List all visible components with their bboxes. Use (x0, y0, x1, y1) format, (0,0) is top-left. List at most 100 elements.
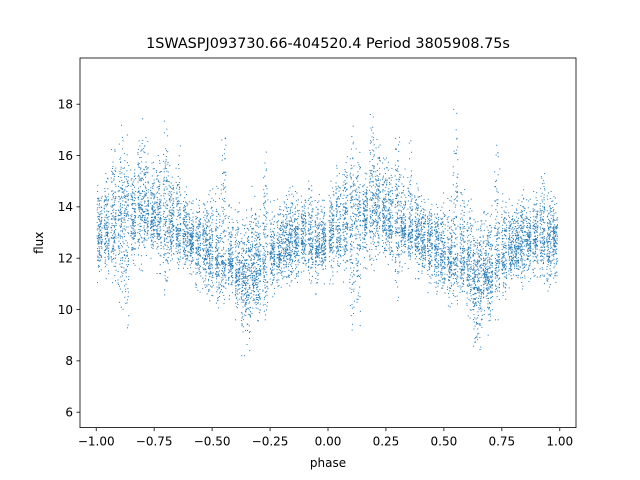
data-point (278, 266, 280, 268)
data-point (125, 303, 127, 304)
data-point (235, 272, 237, 274)
data-point (331, 223, 333, 225)
data-point (249, 315, 251, 317)
data-point (241, 317, 243, 319)
data-point (225, 287, 227, 289)
data-point (220, 273, 222, 275)
data-point (254, 281, 256, 283)
data-point (195, 262, 197, 264)
data-point (278, 250, 280, 252)
data-point (157, 216, 159, 218)
data-point (158, 233, 160, 235)
data-point (204, 267, 206, 269)
data-point (241, 283, 243, 285)
data-point (219, 296, 221, 298)
data-point (331, 213, 333, 215)
data-point (251, 214, 253, 216)
data-point (96, 282, 98, 284)
data-point (332, 267, 334, 269)
data-point (273, 248, 275, 250)
data-point (140, 192, 142, 194)
data-point (176, 243, 178, 245)
data-point (121, 213, 123, 215)
data-point (127, 226, 129, 228)
data-point (211, 246, 213, 248)
data-point (310, 245, 312, 247)
data-point (208, 250, 210, 252)
data-point (166, 248, 168, 250)
data-point (171, 187, 173, 189)
data-point (185, 215, 187, 217)
data-point (236, 278, 238, 280)
data-point (244, 304, 246, 306)
data-point (251, 258, 253, 260)
data-point (257, 269, 259, 271)
data-point (267, 212, 269, 214)
data-point (188, 232, 190, 234)
data-point (216, 274, 218, 276)
data-point (322, 250, 324, 252)
data-point (188, 239, 190, 241)
data-point (293, 228, 295, 230)
data-point (270, 251, 272, 253)
data-point (134, 186, 136, 188)
data-point (324, 224, 326, 226)
data-point (259, 243, 261, 245)
data-point (265, 258, 267, 260)
data-point (153, 225, 155, 227)
data-point (114, 170, 116, 172)
data-point (336, 208, 338, 210)
data-point (225, 263, 227, 265)
data-point (337, 225, 339, 227)
data-point (292, 185, 294, 187)
data-point (276, 257, 278, 259)
data-point (225, 214, 227, 216)
data-point (301, 220, 303, 222)
data-point (119, 215, 121, 217)
data-point (154, 209, 156, 211)
data-point (264, 287, 266, 289)
data-point (264, 269, 266, 271)
data-point (164, 233, 166, 235)
data-point (246, 323, 248, 325)
data-point (239, 267, 241, 269)
data-point (219, 240, 221, 242)
data-point (126, 191, 128, 193)
data-point (239, 260, 241, 262)
data-point (286, 263, 288, 265)
data-point (296, 210, 298, 212)
data-point (196, 231, 198, 233)
data-point (225, 186, 227, 188)
data-point (204, 286, 206, 288)
data-point (198, 251, 200, 253)
data-point (187, 255, 189, 257)
data-point (331, 212, 333, 214)
data-point (301, 240, 303, 242)
data-point (132, 207, 134, 209)
data-point (259, 269, 261, 271)
data-point (329, 236, 331, 238)
data-point (231, 262, 233, 264)
data-point (216, 211, 218, 213)
data-point (250, 209, 252, 211)
data-point (240, 296, 242, 298)
data-point (123, 214, 125, 216)
data-point (308, 239, 310, 241)
data-point (289, 210, 291, 212)
data-point (328, 239, 330, 241)
data-point (228, 254, 230, 256)
data-point (230, 248, 232, 250)
data-point (112, 167, 114, 169)
data-point (204, 280, 206, 282)
data-point (256, 297, 258, 299)
data-point (264, 279, 266, 281)
data-point (273, 216, 275, 218)
data-point (228, 262, 230, 264)
data-point (267, 288, 269, 290)
data-point (220, 289, 222, 291)
data-point (238, 276, 240, 278)
data-point (287, 210, 289, 212)
data-point (294, 247, 296, 249)
data-point (117, 237, 119, 239)
data-point (150, 202, 152, 204)
